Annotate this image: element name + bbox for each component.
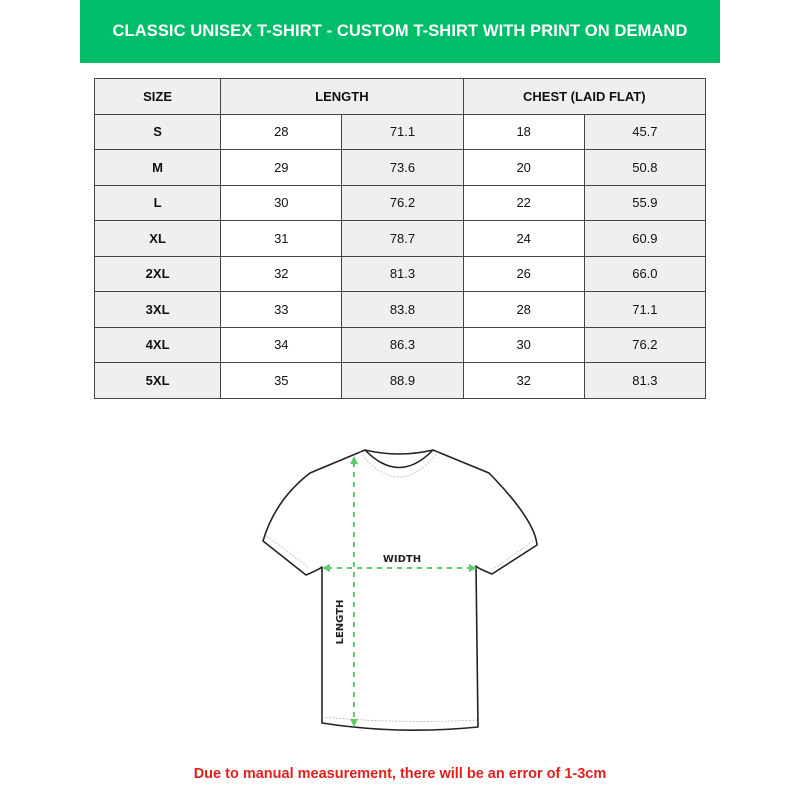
cell-size: S [93, 113, 222, 150]
cell-length-cm: 81.3 [341, 255, 464, 292]
table-header-row: SIZE LENGTH CHEST (LAID FLAT) [93, 78, 707, 115]
cell-size: 5XL [93, 362, 222, 399]
table-row: XL 31 78.7 24 60.9 [93, 220, 707, 257]
cell-chest-cm: 55.9 [583, 184, 707, 221]
length-label: LENGTH [335, 600, 346, 645]
cell-chest-in: 30 [462, 326, 585, 363]
table-row: M 29 73.6 20 50.8 [93, 149, 707, 186]
cell-chest-cm: 50.8 [583, 149, 707, 186]
measure-arrows [327, 462, 471, 721]
cell-chest-cm: 71.1 [583, 291, 707, 328]
cell-length-cm: 78.7 [341, 220, 464, 257]
cell-size: M [93, 149, 222, 186]
cell-chest-in: 26 [462, 255, 585, 292]
cell-length-cm: 71.1 [341, 113, 464, 150]
cell-chest-cm: 66.0 [583, 255, 707, 292]
cell-length-cm: 86.3 [341, 326, 464, 363]
cell-length-cm: 88.9 [341, 362, 464, 399]
cell-chest-in: 32 [462, 362, 585, 399]
cell-length-in: 35 [220, 362, 343, 399]
cell-chest-in: 24 [462, 220, 585, 257]
cell-chest-in: 20 [462, 149, 585, 186]
cell-chest-cm: 60.9 [583, 220, 707, 257]
tshirt-seams [266, 451, 534, 722]
width-label: WIDTH [383, 554, 421, 565]
header-chest: CHEST (LAID FLAT) [462, 78, 707, 115]
header-size: SIZE [93, 78, 222, 115]
cell-length-in: 28 [220, 113, 343, 150]
size-chart-table: SIZE LENGTH CHEST (LAID FLAT) S 28 71.1 18 4… [93, 78, 707, 399]
cell-length-cm: 73.6 [341, 149, 464, 186]
table-row: 5XL 35 88.9 32 81.3 [93, 362, 707, 399]
cell-length-in: 29 [220, 149, 343, 186]
table-row: 3XL 33 83.8 28 71.1 [93, 291, 707, 328]
cell-size: 4XL [93, 326, 222, 363]
measurement-note: Due to manual measurement, there will be… [193, 766, 607, 782]
arrow-heads [322, 456, 477, 727]
cell-length-cm: 76.2 [341, 184, 464, 221]
cell-length-in: 33 [220, 291, 343, 328]
cell-chest-cm: 81.3 [583, 362, 707, 399]
cell-size: XL [93, 220, 222, 257]
table-row: S 28 71.1 18 45.7 [93, 113, 707, 150]
cell-chest-in: 18 [462, 113, 585, 150]
cell-length-in: 30 [220, 184, 343, 221]
cell-chest-in: 28 [462, 291, 585, 328]
title-banner: CLASSIC UNISEX T-SHIRT - CUSTOM T-SHIRT … [80, 0, 720, 63]
cell-length-cm: 83.8 [341, 291, 464, 328]
cell-size: 2XL [93, 255, 222, 292]
cell-size: 3XL [93, 291, 222, 328]
tshirt-outline [262, 449, 538, 731]
cell-size: L [93, 184, 222, 221]
